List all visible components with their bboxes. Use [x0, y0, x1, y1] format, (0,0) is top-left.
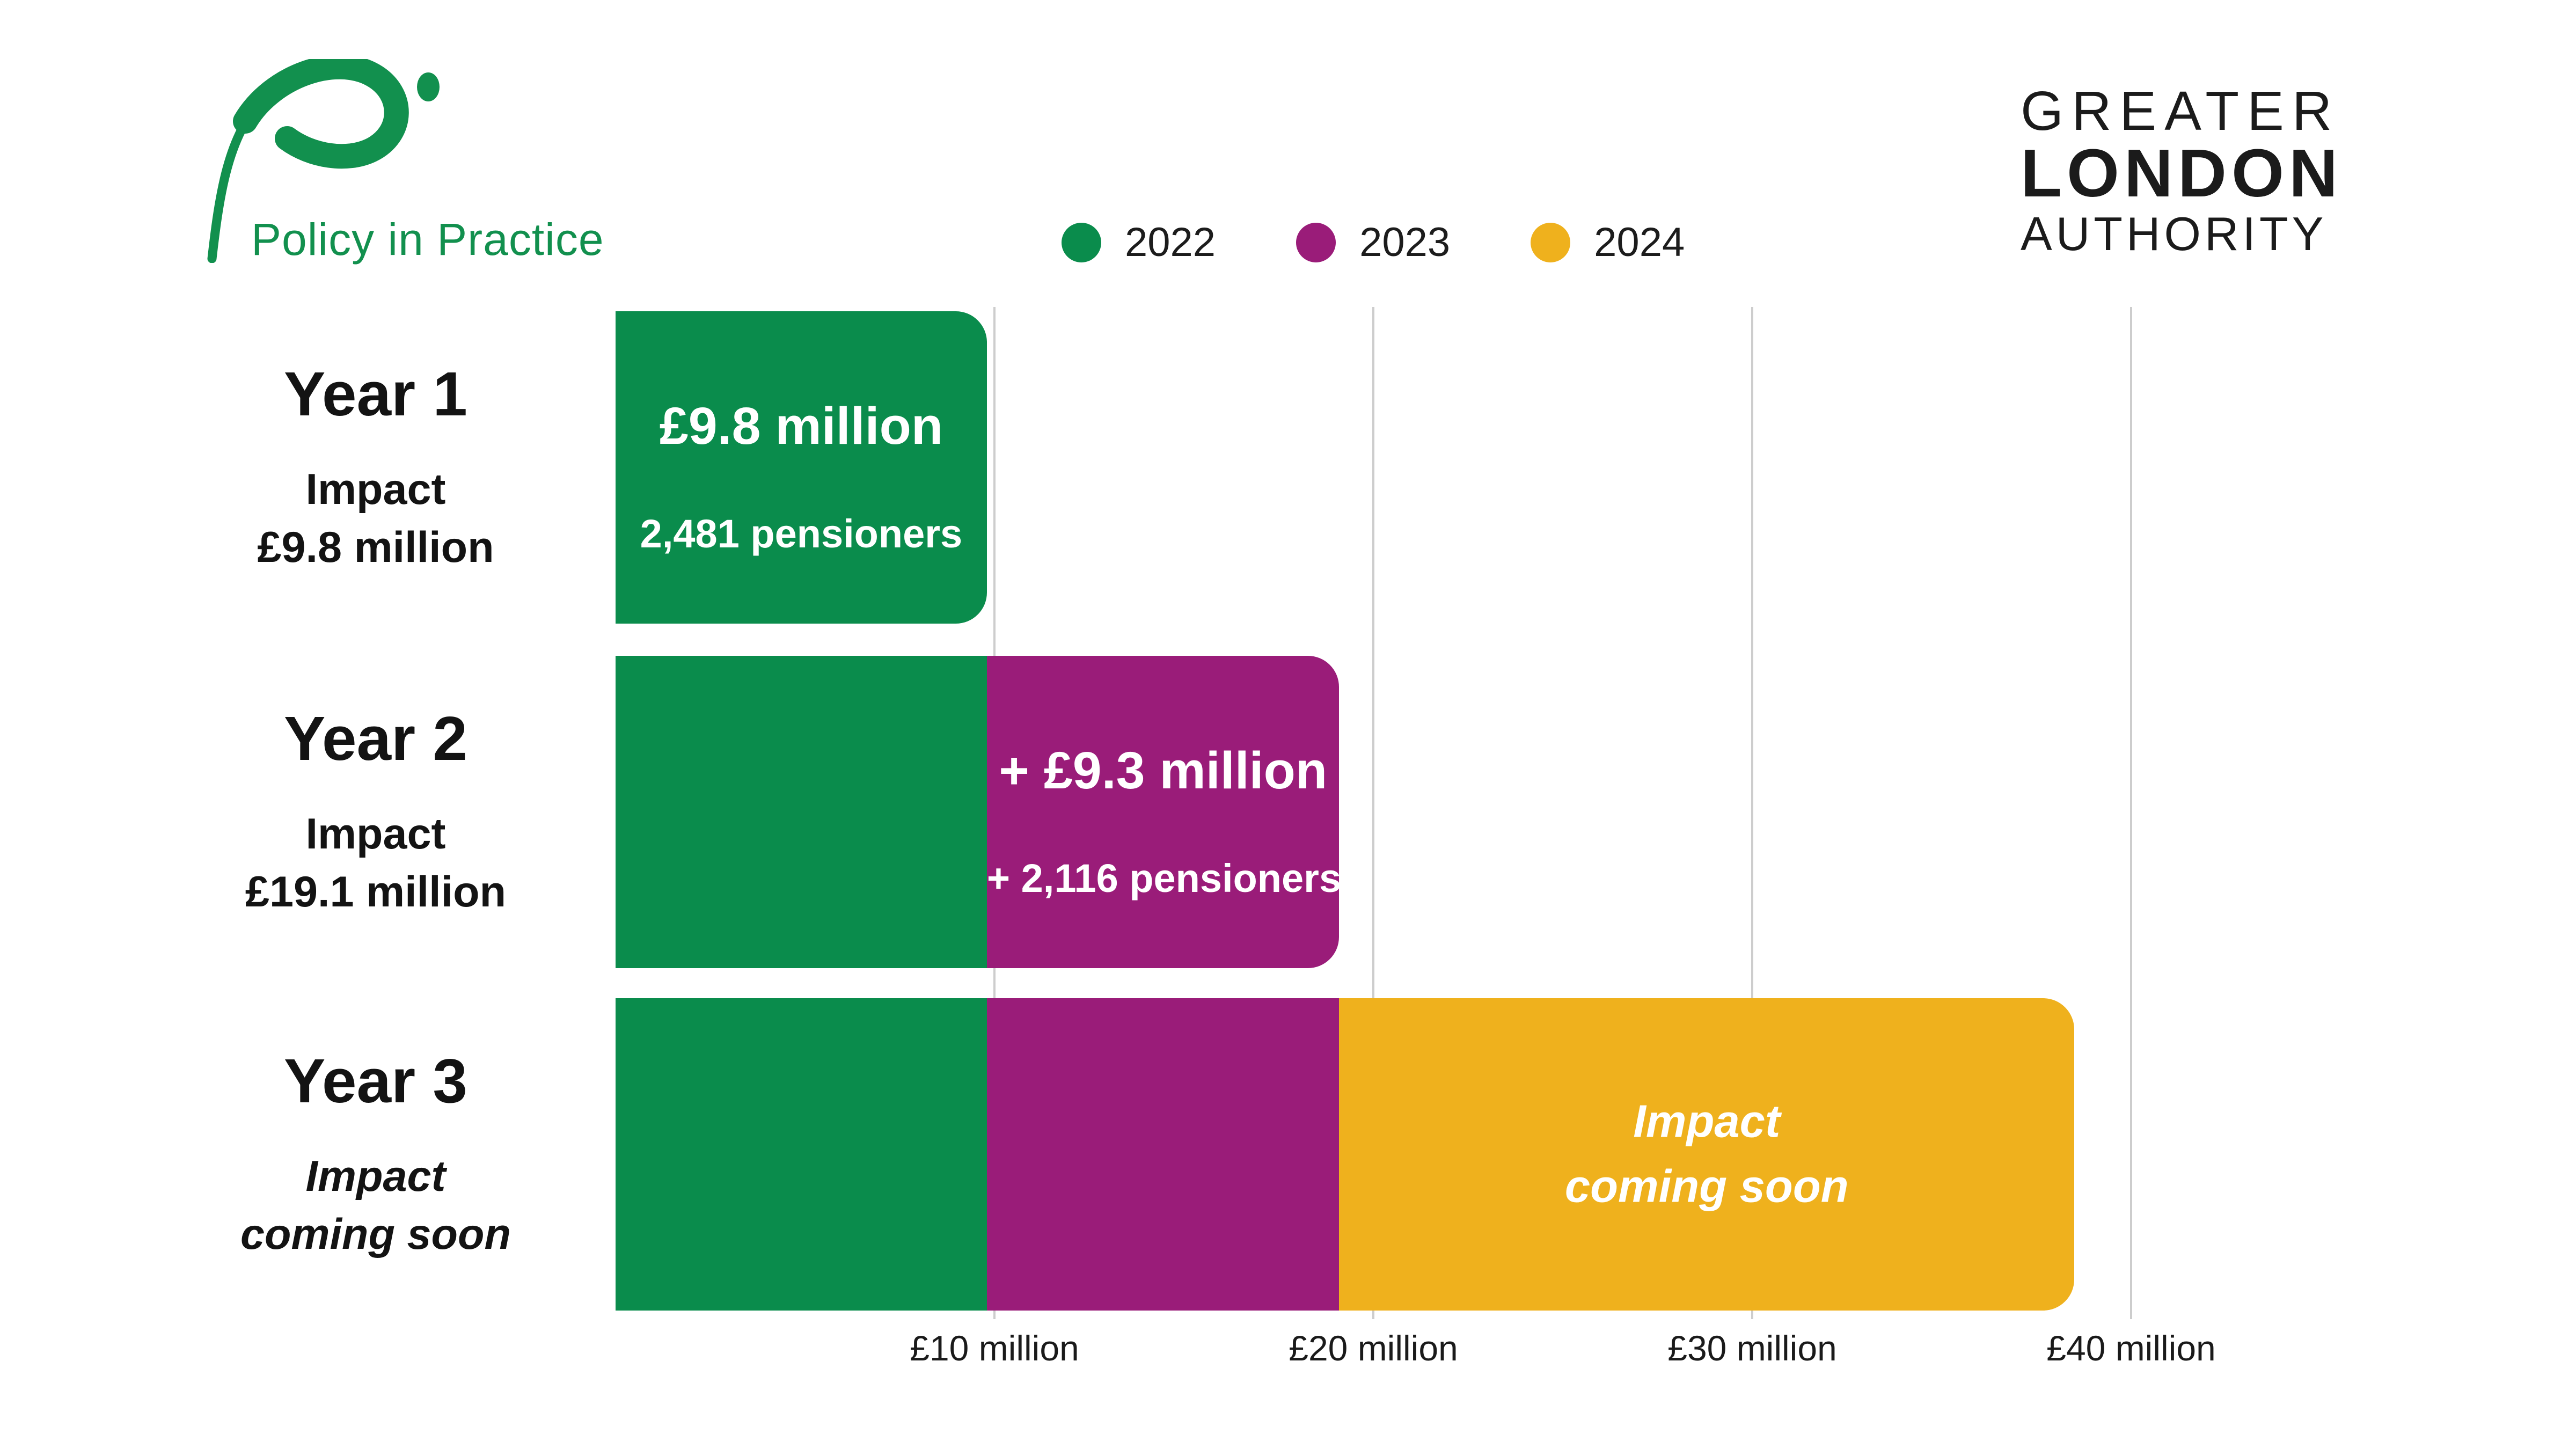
gridline-20m [1372, 307, 1374, 1319]
policy-in-practice-logo: Policy in Practice [207, 59, 636, 274]
legend-item-2023: 2023 [1296, 219, 1450, 266]
bar-year-3: Impact coming soon [616, 998, 2075, 1311]
bar-segment-2022 [616, 656, 987, 968]
bar-segment-2024: Impact coming soon [1339, 998, 2075, 1311]
bar-year-2: + £9.3 million + 2,116 pensioners [616, 656, 1342, 968]
legend-item-2024: 2024 [1531, 219, 1685, 266]
impact-label: Impact [305, 1152, 446, 1201]
impact-value-label: £9.8 million [257, 523, 494, 572]
legend-dot-2023-icon [1296, 222, 1336, 262]
gla-logo-line-authority: AUTHORITY [2021, 207, 2328, 260]
axis-tick-10m: £10 million [910, 1328, 1079, 1368]
axis-tick-20m: £20 million [1289, 1328, 1458, 1368]
impact-value-label: £19.1 million [245, 868, 507, 916]
year-label: Year 3 [284, 1046, 467, 1116]
row-label-year-2: Year 2 Impact £19.1 million [161, 656, 590, 968]
segment-headline: + £9.3 million [999, 741, 1328, 800]
policy-in-practice-dot-icon [417, 72, 440, 101]
bar-year-1: £9.8 million 2,481 pensioners [616, 311, 987, 624]
segment-coming-soon-text: Impact coming soon [1339, 1089, 2074, 1219]
year-label: Year 2 [284, 704, 467, 774]
segment-headline: £9.8 million [659, 397, 943, 455]
legend-label-2022: 2022 [1125, 219, 1216, 265]
bar-segment-2022: £9.8 million 2,481 pensioners [616, 311, 987, 624]
policy-in-practice-wordmark: Policy in Practice [251, 214, 604, 265]
legend-item-2022: 2022 [1062, 219, 1216, 266]
legend-dot-2022-icon [1062, 222, 1101, 262]
axis-tick-40m: £40 million [2046, 1328, 2216, 1368]
segment-coming-soon-line1: Impact [1633, 1096, 1781, 1147]
gridline-30m [1751, 307, 1753, 1319]
row-label-year-3: Year 3 Impact coming soon [161, 998, 590, 1311]
bar-segment-2023: + £9.3 million + 2,116 pensioners [986, 656, 1342, 968]
gridline-40m [2130, 307, 2132, 1319]
segment-subtext: 2,481 pensioners [640, 511, 963, 556]
impact-label: Impact [305, 810, 446, 859]
gla-logo-line-greater: GREATER [2021, 80, 2340, 142]
legend-dot-2024-icon [1531, 222, 1571, 262]
bar-segment-2023 [986, 998, 1340, 1311]
bar-segment-2022 [616, 998, 987, 1311]
gla-logo-line-london: LONDON [2021, 135, 2343, 211]
legend: 2022 2023 2024 [1062, 219, 1685, 266]
year-label: Year 1 [284, 359, 467, 429]
impact-label: Impact [305, 465, 446, 514]
impact-coming-soon-label: coming soon [240, 1210, 511, 1258]
bar-row-year-1: Year 1 Impact £9.8 million £9.8 million … [0, 311, 2576, 624]
gla-logo: GREATER LONDON AUTHORITY [2021, 80, 2343, 260]
bar-row-year-3: Year 3 Impact coming soon Impact coming … [0, 998, 2576, 1311]
bar-row-year-2: Year 2 Impact £19.1 million + £9.3 milli… [0, 656, 2576, 968]
segment-coming-soon-line2: coming soon [1564, 1161, 1849, 1212]
policy-in-practice-swoosh-icon [207, 59, 440, 263]
segment-subtext: + 2,116 pensioners [986, 856, 1342, 901]
axis-tick-30m: £30 million [1667, 1328, 1837, 1368]
row-label-year-1: Year 1 Impact £9.8 million [161, 311, 590, 624]
legend-label-2023: 2023 [1359, 219, 1451, 265]
legend-label-2024: 2024 [1594, 219, 1685, 265]
